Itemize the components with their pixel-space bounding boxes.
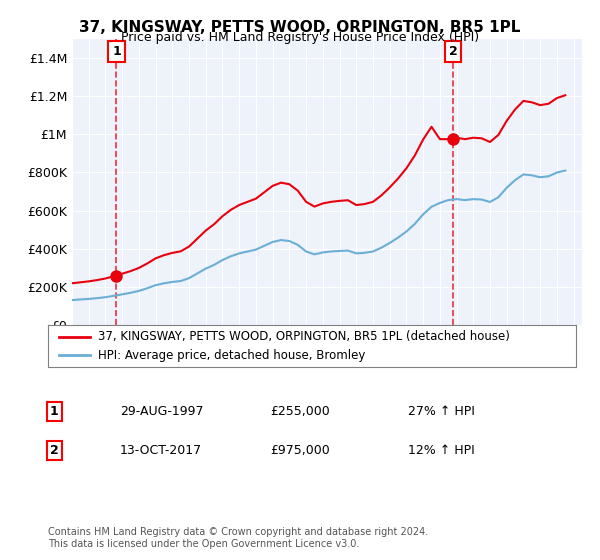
Text: HPI: Average price, detached house, Bromley: HPI: Average price, detached house, Brom…: [98, 348, 365, 362]
Text: Contains HM Land Registry data © Crown copyright and database right 2024.
This d: Contains HM Land Registry data © Crown c…: [48, 527, 428, 549]
Text: 37, KINGSWAY, PETTS WOOD, ORPINGTON, BR5 1PL (detached house): 37, KINGSWAY, PETTS WOOD, ORPINGTON, BR5…: [98, 330, 510, 343]
Text: Price paid vs. HM Land Registry's House Price Index (HPI): Price paid vs. HM Land Registry's House …: [121, 31, 479, 44]
Text: 12% ↑ HPI: 12% ↑ HPI: [408, 444, 475, 458]
Text: 13-OCT-2017: 13-OCT-2017: [120, 444, 202, 458]
Text: 29-AUG-1997: 29-AUG-1997: [120, 405, 203, 418]
Text: 1: 1: [112, 45, 121, 58]
Text: £975,000: £975,000: [270, 444, 330, 458]
Text: 2: 2: [449, 45, 457, 58]
Text: 37, KINGSWAY, PETTS WOOD, ORPINGTON, BR5 1PL: 37, KINGSWAY, PETTS WOOD, ORPINGTON, BR5…: [79, 20, 521, 35]
Text: 1: 1: [50, 405, 58, 418]
Text: £255,000: £255,000: [270, 405, 330, 418]
Text: 2: 2: [50, 444, 58, 458]
Text: 27% ↑ HPI: 27% ↑ HPI: [408, 405, 475, 418]
